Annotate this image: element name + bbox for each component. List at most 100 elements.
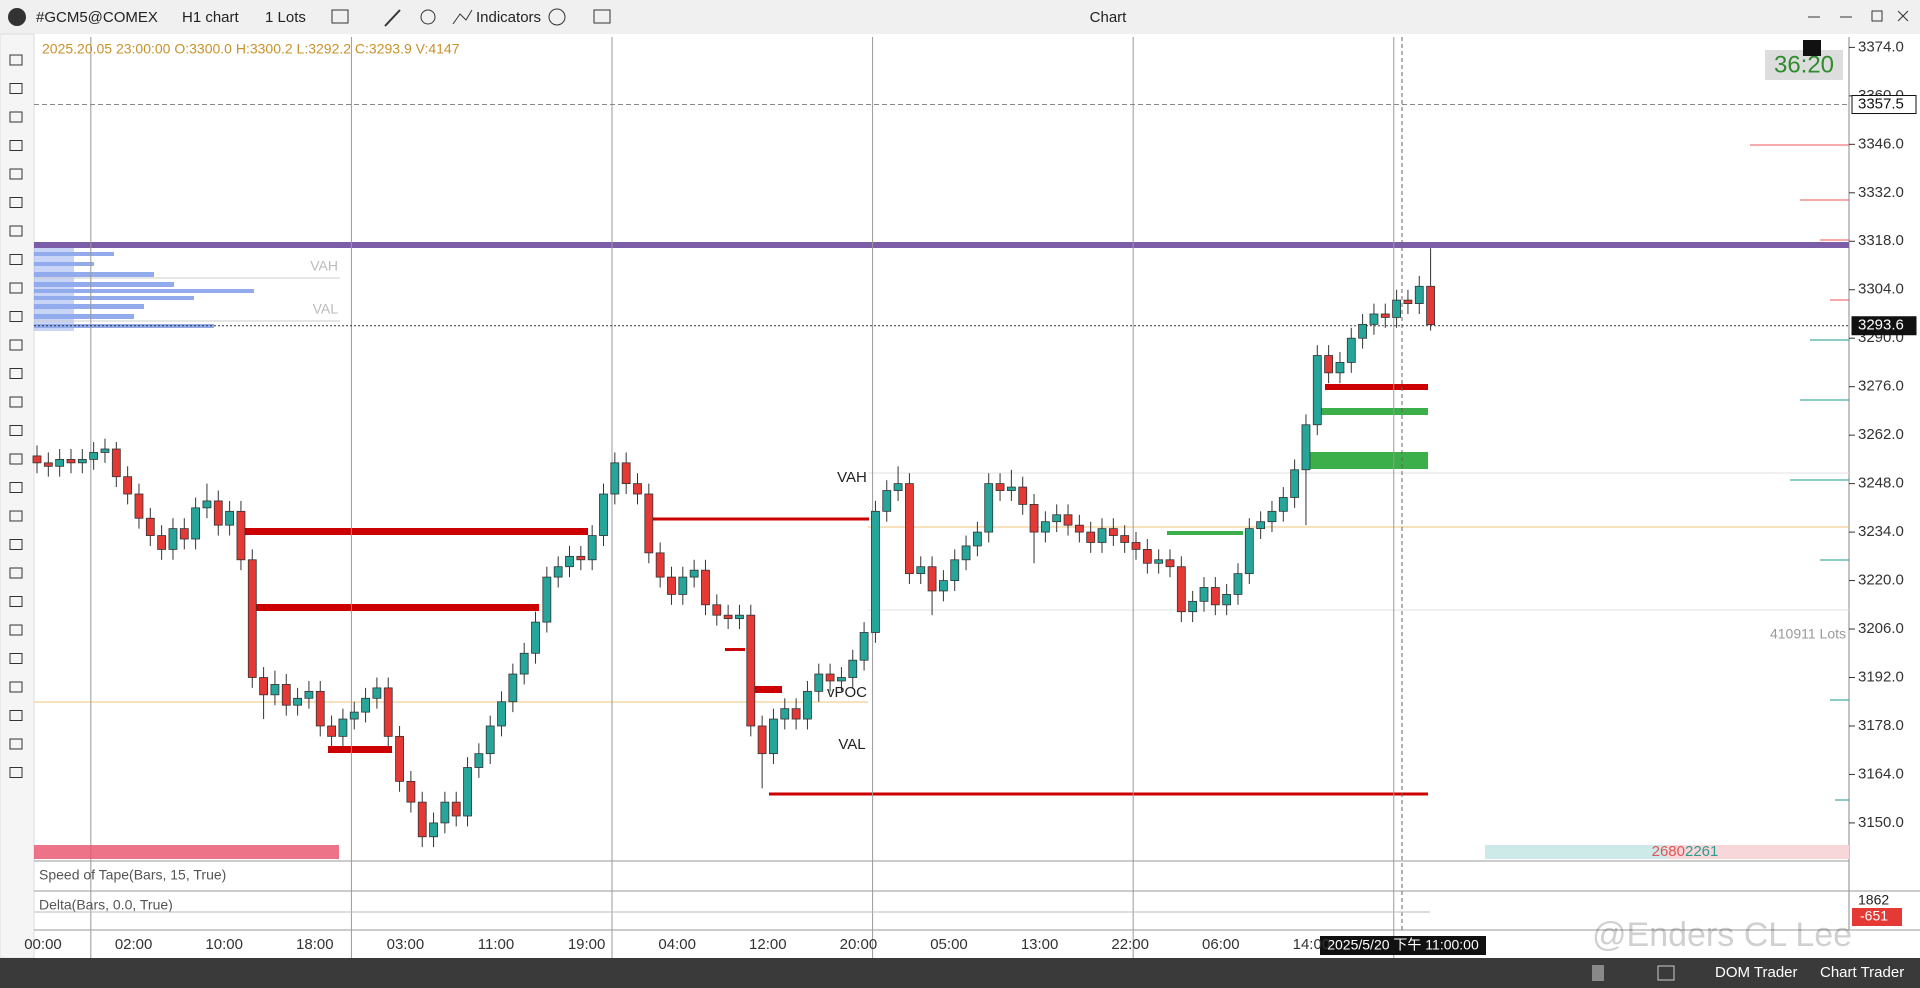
tool-icon[interactable] xyxy=(9,140,23,151)
icon[interactable] xyxy=(420,9,436,25)
tool-icon[interactable] xyxy=(9,83,23,94)
tool-icon[interactable] xyxy=(9,681,23,693)
candle-body xyxy=(610,462,620,495)
candle-body xyxy=(735,614,744,620)
candle-body xyxy=(395,735,404,782)
tool-icon[interactable] xyxy=(9,168,23,180)
tool-icon[interactable] xyxy=(9,624,23,636)
candle-body xyxy=(882,490,892,512)
window-title: Chart xyxy=(1090,9,1128,26)
right-profile xyxy=(1750,144,1849,801)
candle-body xyxy=(859,632,869,661)
tool-icon[interactable] xyxy=(9,396,23,408)
cursor-time: 2025/5/20 下午 11:00:00 xyxy=(1327,937,1479,953)
tool-icon[interactable] xyxy=(9,425,23,436)
candle-body xyxy=(961,545,971,561)
tool-icon[interactable] xyxy=(9,453,23,465)
candle-body xyxy=(519,652,529,675)
icon[interactable] xyxy=(331,9,349,24)
candle-body xyxy=(1426,285,1435,326)
y-tick-label: 3234.0 xyxy=(1858,523,1904,540)
tool-icon[interactable] xyxy=(9,339,23,351)
candle-body xyxy=(587,535,597,561)
indicators[interactable]: Indicators xyxy=(476,9,541,26)
candle-body xyxy=(655,552,665,578)
candle-body xyxy=(89,452,99,460)
symbol[interactable]: #GCM5@COMEX xyxy=(36,9,158,26)
candle-body xyxy=(1369,313,1379,325)
candle-body xyxy=(497,701,506,727)
candle-body xyxy=(780,708,790,720)
candle-body xyxy=(508,673,518,703)
candle-body xyxy=(712,604,722,616)
candle-body xyxy=(803,690,812,720)
candle-body xyxy=(1335,362,1345,374)
candle-body xyxy=(1131,542,1141,550)
tool-icon[interactable] xyxy=(9,197,23,208)
icon[interactable] xyxy=(548,8,566,26)
tool-icon[interactable] xyxy=(9,767,23,778)
candle-body xyxy=(372,687,382,699)
candle-body xyxy=(247,559,257,678)
quantity[interactable]: 1 Lots xyxy=(265,9,306,26)
delta-value: -651 xyxy=(1860,908,1888,924)
tool-icon[interactable] xyxy=(9,510,23,522)
candle-body xyxy=(825,673,835,682)
val-label: VAL xyxy=(838,736,865,753)
price-marker-box xyxy=(1851,95,1917,115)
tool-icon[interactable] xyxy=(9,653,23,664)
candle-body xyxy=(905,483,914,575)
timeframe[interactable]: H1 chart xyxy=(182,9,240,26)
tool-icon[interactable] xyxy=(9,596,23,607)
tool-icon[interactable] xyxy=(9,111,23,123)
tool-icon[interactable] xyxy=(9,311,23,322)
candle-body xyxy=(621,462,631,485)
candle-body xyxy=(293,697,302,706)
candle-body xyxy=(259,677,269,696)
tool-icon[interactable] xyxy=(9,482,23,493)
drawing-toolbar xyxy=(0,33,35,959)
candle-body xyxy=(871,510,880,633)
watermark: @Enders CL Lee xyxy=(1592,916,1852,954)
candle-body xyxy=(939,580,948,592)
candle-body xyxy=(916,566,926,575)
candle-body xyxy=(179,528,189,540)
window-controls[interactable] xyxy=(1808,10,1909,22)
scroll-end-button[interactable] xyxy=(1803,40,1821,56)
icon[interactable] xyxy=(593,9,611,24)
tool-icon[interactable] xyxy=(9,738,23,750)
candle-body xyxy=(123,476,133,495)
tool-icon[interactable] xyxy=(9,368,23,379)
x-tick-label: 13:00 xyxy=(1021,936,1059,953)
chart-trader[interactable]: Chart Trader xyxy=(1820,964,1904,981)
icon[interactable] xyxy=(452,9,473,25)
scrollbar-thumb[interactable] xyxy=(1592,965,1604,981)
icon[interactable] xyxy=(384,9,401,27)
tool-icon[interactable] xyxy=(9,282,23,294)
stat-bar xyxy=(1667,845,1849,859)
x-tick-label: 06:00 xyxy=(1202,936,1240,953)
zone xyxy=(725,648,745,651)
candle-body xyxy=(633,483,642,495)
tool-icon[interactable] xyxy=(9,710,23,721)
app-logo[interactable] xyxy=(8,8,26,26)
tool-icon[interactable] xyxy=(9,539,23,550)
candle-body xyxy=(1233,573,1243,595)
tool-icon[interactable] xyxy=(9,567,23,579)
x-tick-label: 11:00 xyxy=(478,936,514,953)
candle-body xyxy=(599,493,608,536)
tool-icon[interactable] xyxy=(9,254,23,265)
candle-body xyxy=(304,690,314,699)
candle-body xyxy=(1222,594,1232,606)
tool-icon[interactable] xyxy=(9,54,23,66)
x-tick-label: 04:00 xyxy=(658,936,696,953)
delta-box xyxy=(1852,908,1902,926)
vah-label: VAH xyxy=(837,469,867,486)
candle-body xyxy=(972,531,982,547)
vpoc-label: vPOC xyxy=(827,684,867,701)
tool-icon[interactable] xyxy=(9,225,23,237)
dom-trader[interactable]: DOM Trader xyxy=(1715,964,1798,981)
candle-body xyxy=(995,483,1005,491)
calendar-icon[interactable] xyxy=(1657,965,1675,981)
